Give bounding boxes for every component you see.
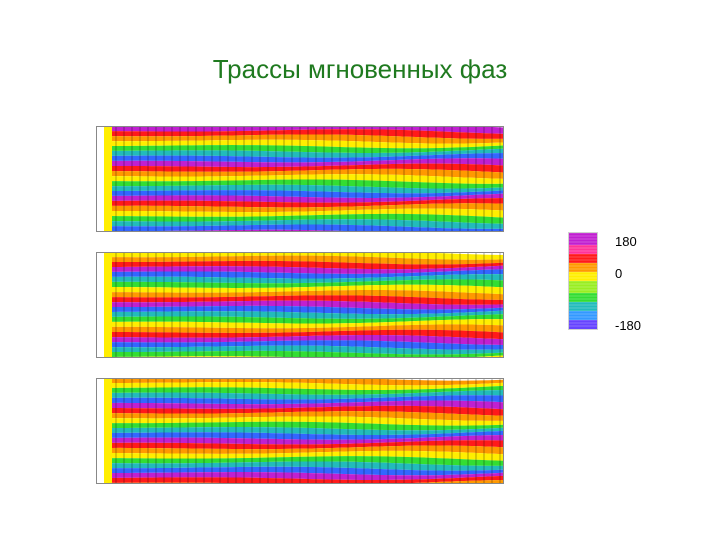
slide-title: Трассы мгновенных фаз [212,54,508,84]
scale-color-step [569,239,597,243]
scale-color-step [569,236,597,240]
left-marker-strip [104,252,112,358]
phase-trace-image-3 [96,378,504,484]
scale-color-step [569,272,597,276]
scale-color-step [569,245,597,249]
scale-color-step [569,323,597,327]
scale-color-step [569,266,597,270]
phase-band [112,126,504,134]
scale-color-step [569,320,597,324]
scale-color-step [569,317,597,321]
phase-trace-panel-1 [96,126,504,232]
phase-band [112,252,504,260]
scale-color-step [569,311,597,315]
phase-trace-image-1 [96,126,504,232]
scale-color-step [569,257,597,261]
scale-color-step [569,296,597,300]
scale-color-step [569,302,597,306]
phase-trace-panel-3 [96,378,504,484]
left-marker-strip [104,378,112,484]
phase-trace-panel-2 [96,252,504,358]
scale-color-step [569,326,597,329]
scale-color-step [569,251,597,255]
scale-color-step [569,254,597,258]
scale-color-step [569,305,597,309]
scale-color-step [569,260,597,264]
scale-color-step [569,263,597,267]
phase-trace-image-2 [96,252,504,358]
scale-color-step [569,233,597,237]
panel-frame [96,378,504,484]
scale-color-step [569,308,597,312]
scale-color-step [569,293,597,297]
scale-color-step [569,248,597,252]
scale-color-step [569,287,597,291]
scale-label-top: 180 [615,234,637,249]
phase-color-scale-gradient [569,233,597,329]
panel-frame [96,252,504,358]
phase-color-scale [568,232,598,330]
scale-color-step [569,278,597,282]
scale-color-step [569,275,597,279]
scale-color-step [569,314,597,318]
scale-color-step [569,299,597,303]
scale-color-step [569,281,597,285]
scale-color-step [569,284,597,288]
scale-color-step [569,290,597,294]
scale-label-bottom: -180 [615,318,642,333]
left-marker-strip [104,126,112,232]
scale-color-step [569,242,597,246]
panel-frame [96,126,504,232]
scale-label-mid: 0 [615,266,623,281]
scale-color-step [569,269,597,273]
